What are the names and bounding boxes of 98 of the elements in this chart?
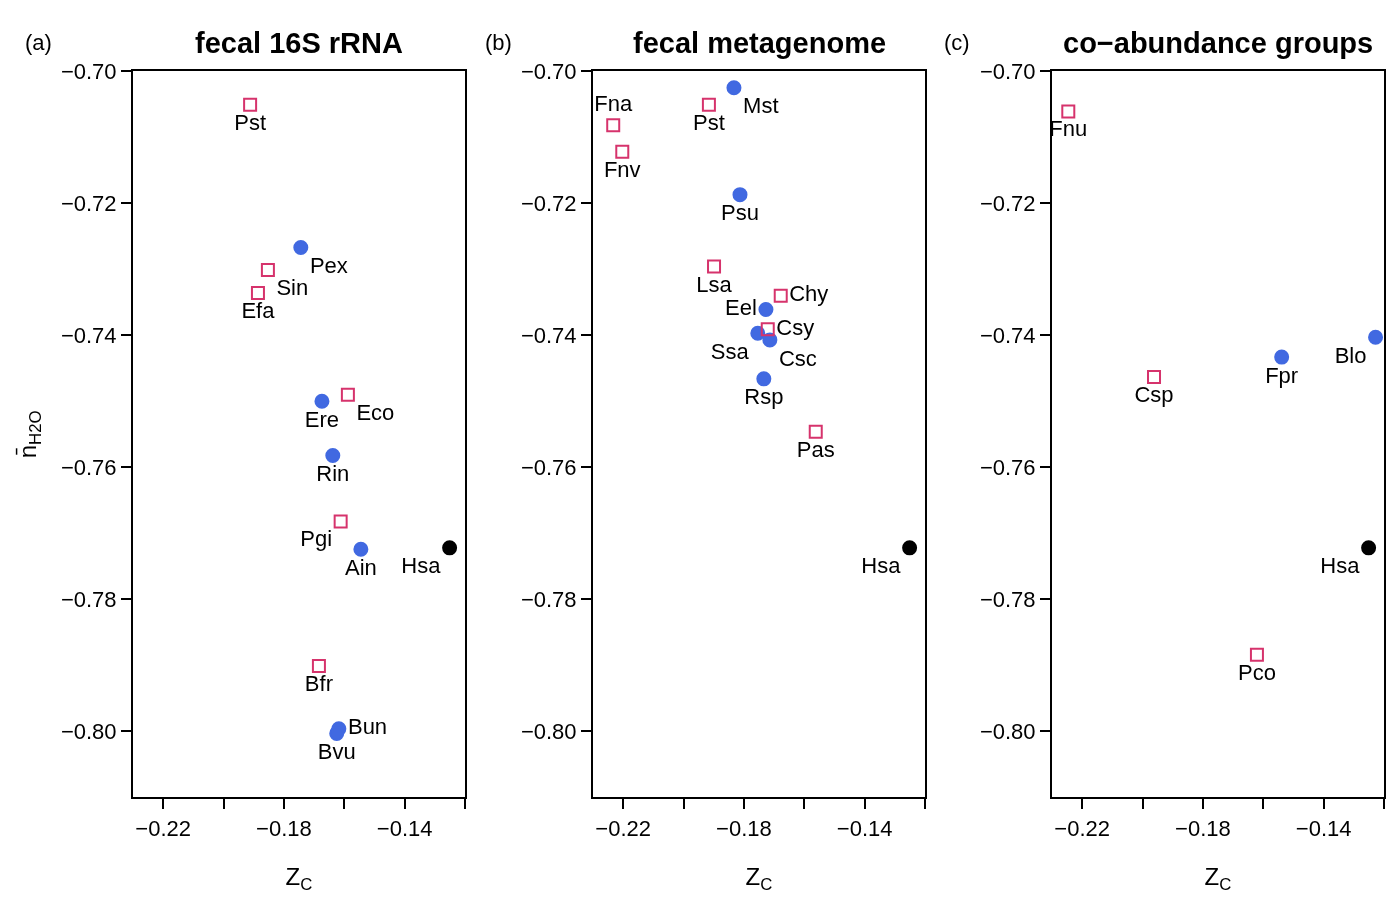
y-tick-label: −0.76 <box>520 455 577 481</box>
point <box>1368 329 1384 345</box>
point <box>329 725 345 741</box>
x-axis-title: Z$_{C}$ <box>1204 862 1232 894</box>
data-label: Ere <box>304 406 340 432</box>
x-tick-label: −0.18 <box>716 815 772 841</box>
y-tick-label: −0.70 <box>60 58 117 84</box>
data-label: Pex <box>309 253 348 279</box>
y-tick-label: −0.80 <box>520 719 577 745</box>
point <box>701 97 716 112</box>
point <box>732 187 748 203</box>
data-label: Rsp <box>744 384 784 410</box>
data-label: Eel <box>725 295 757 321</box>
x-tick-label: −0.14 <box>836 815 893 841</box>
point <box>260 262 275 277</box>
chart-title: fecal 16S rRNA <box>195 27 403 59</box>
y-tick-label: −0.72 <box>979 190 1036 216</box>
data-label: Ain <box>344 554 377 580</box>
y-tick-label: −0.70 <box>979 58 1036 84</box>
x-tick-label: −0.18 <box>1175 815 1231 841</box>
data-label: Hsa <box>401 553 442 579</box>
point <box>902 540 918 556</box>
point <box>340 387 355 402</box>
data-label: Bvu <box>317 739 356 765</box>
data-label: Bfr <box>304 671 333 697</box>
data-label: Psu <box>721 200 759 226</box>
data-label: Sin <box>276 274 309 300</box>
point <box>293 239 309 255</box>
text: (c) <box>944 30 970 55</box>
data-label: Blo <box>1334 342 1367 368</box>
data-label: Ssa <box>710 338 750 364</box>
data-label: Fpr <box>1265 362 1299 388</box>
point <box>333 514 348 529</box>
data-label: Pst <box>693 109 725 135</box>
data-label: Fna <box>594 91 633 117</box>
point <box>243 97 258 112</box>
y-tick-label: −0.74 <box>520 322 577 348</box>
data-label: Eco <box>356 399 395 425</box>
point <box>1147 369 1162 384</box>
data-label: Bun <box>347 714 388 740</box>
x-tick-label: −0.14 <box>376 815 433 841</box>
x-axis-title: Z$_{C}$ <box>745 862 773 894</box>
point <box>1274 349 1290 365</box>
point <box>707 259 722 274</box>
data-label: Pst <box>234 109 267 135</box>
point <box>314 393 330 409</box>
point <box>758 302 774 318</box>
point <box>353 541 369 557</box>
y-tick-label: −0.78 <box>979 587 1036 613</box>
data-label: Fnv <box>603 156 641 182</box>
point <box>250 286 265 301</box>
data-label: Pco <box>1237 659 1276 685</box>
point <box>808 424 823 439</box>
text: (b) <box>485 30 512 55</box>
y-tick-label: −0.76 <box>979 455 1036 481</box>
point <box>773 288 788 303</box>
y-tick-label: −0.78 <box>60 587 117 613</box>
y-tick-label: −0.80 <box>60 719 117 745</box>
data-label: Pgi <box>300 526 333 552</box>
data-label: Efa <box>241 298 276 324</box>
text: (a) <box>25 30 52 55</box>
point <box>756 371 772 387</box>
data-label: Chy <box>789 281 829 307</box>
point <box>615 144 630 159</box>
y-tick-label: −0.72 <box>520 190 577 216</box>
x-tick-label: −0.22 <box>1054 815 1111 841</box>
data-label: Hsa <box>1320 553 1361 579</box>
y-tick-label: −0.72 <box>60 190 117 216</box>
data-label: Csc <box>778 345 817 371</box>
x-tick-label: −0.18 <box>256 815 312 841</box>
chart-title: co−abundance groups <box>1063 27 1374 59</box>
point <box>726 80 742 96</box>
point <box>442 540 458 556</box>
y-tick-label: −0.74 <box>60 322 117 348</box>
point <box>1061 104 1076 119</box>
data-label: Mst <box>743 93 779 119</box>
data-label: Pas <box>796 436 835 462</box>
data-label: Lsa <box>696 271 733 297</box>
data-label: Hsa <box>861 553 902 579</box>
x-tick-label: −0.22 <box>595 815 652 841</box>
x-tick-label: −0.14 <box>1295 815 1352 841</box>
chart-title: fecal metagenome <box>633 27 887 59</box>
point <box>325 447 341 463</box>
data-label: Csp <box>1134 381 1174 407</box>
point <box>760 322 775 337</box>
x-tick-label: −0.22 <box>135 815 192 841</box>
data-label: Csy <box>776 314 815 340</box>
y-tick-label: −0.78 <box>520 587 577 613</box>
y-tick-label: −0.70 <box>520 58 577 84</box>
y-tick-label: −0.80 <box>979 719 1036 745</box>
y-tick-label: −0.74 <box>979 322 1036 348</box>
point <box>311 659 326 674</box>
y-tick-label: −0.76 <box>60 455 117 481</box>
point <box>1361 540 1377 556</box>
x-axis-title: Z$_{C}$ <box>285 862 313 894</box>
point <box>1249 647 1264 662</box>
point <box>606 118 621 133</box>
data-label: Rin <box>316 461 350 487</box>
